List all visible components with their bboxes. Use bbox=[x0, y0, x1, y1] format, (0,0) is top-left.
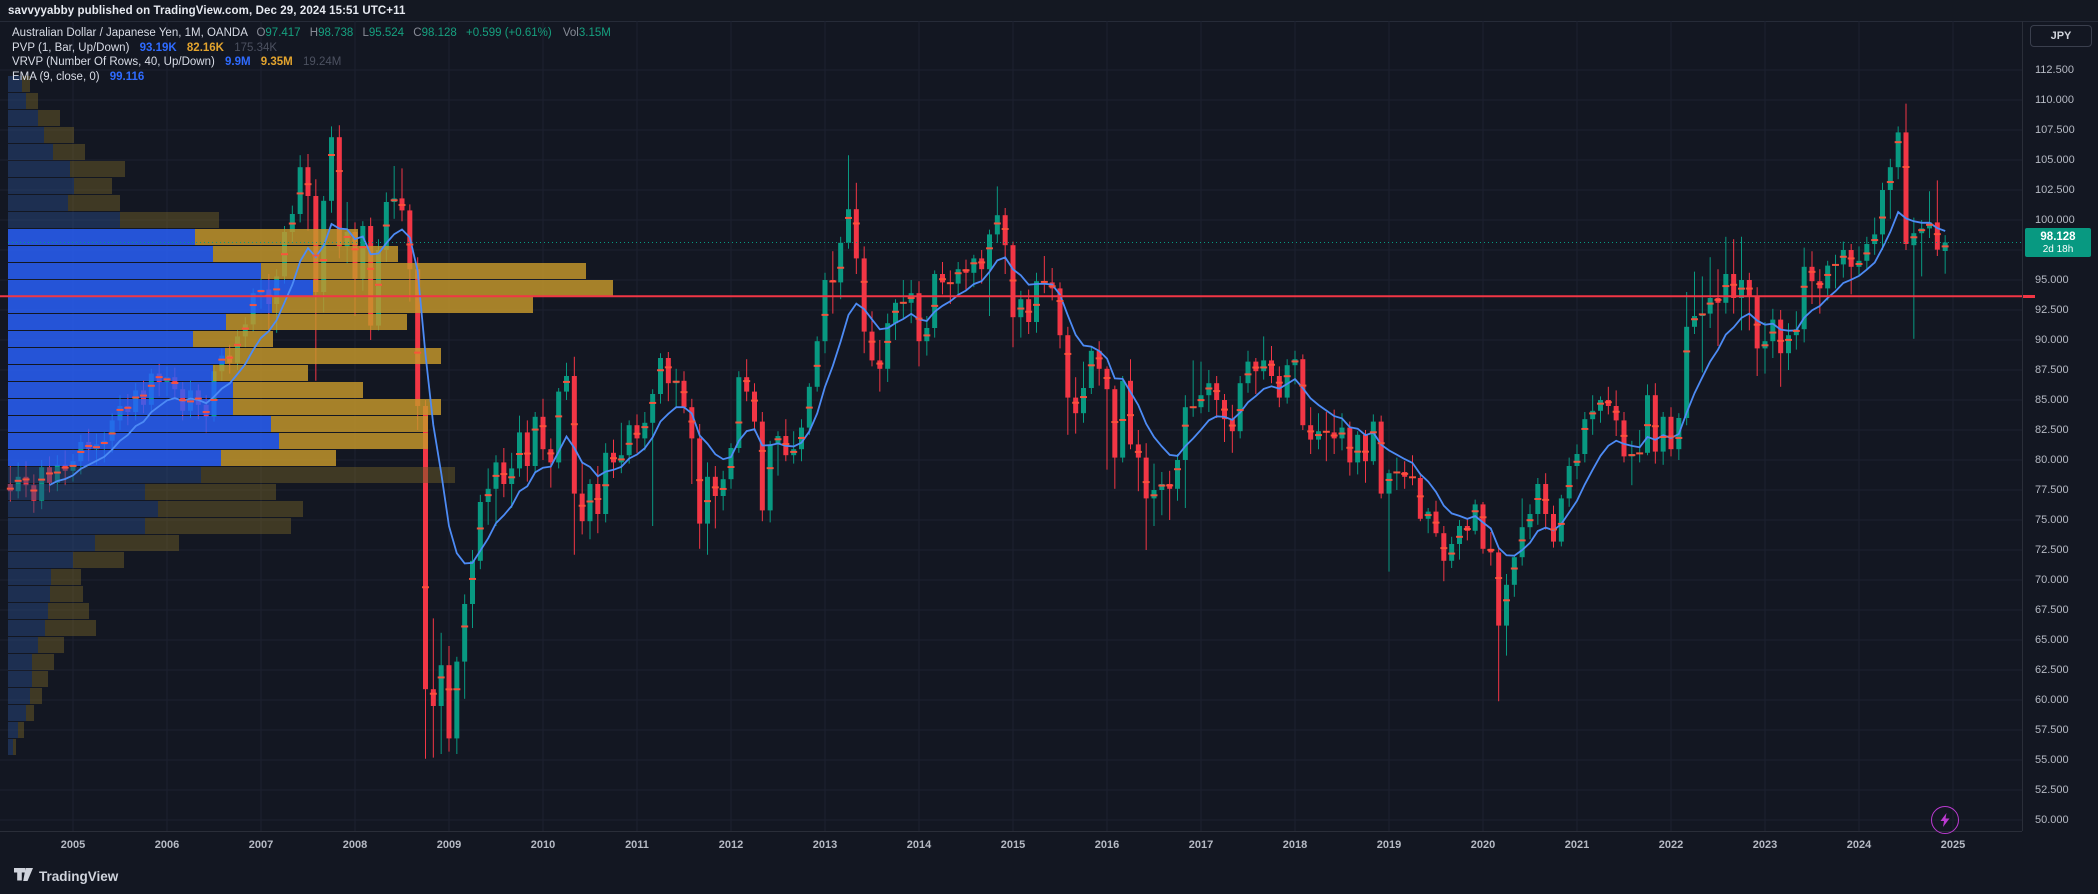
time-axis[interactable]: 2005 2006 2007 2008 2009 2010 2011 2012 2013 2014… bbox=[0, 831, 2022, 859]
high-key: H bbox=[309, 27, 319, 39]
publish-text: savvyyabby published on TradingView.com,… bbox=[8, 4, 406, 17]
year-axis-label: 2011 bbox=[625, 839, 649, 851]
footer-bar: TradingView bbox=[0, 858, 2098, 894]
year-axis-label: 2017 bbox=[1188, 839, 1214, 851]
price-axis-label: 70.000 bbox=[2035, 574, 2069, 586]
open-key: O bbox=[256, 27, 266, 39]
price-axis-label: 77.500 bbox=[2035, 484, 2069, 496]
volume-profile-layer bbox=[8, 76, 613, 755]
pvp-up-value: 93.19K bbox=[139, 41, 177, 54]
year-axis-label: 2015 bbox=[1000, 839, 1026, 851]
tradingview-brand-text: TradingView bbox=[39, 868, 119, 884]
symbol-legend-row[interactable]: Australian Dollar / Japanese Yen, 1M, OA… bbox=[12, 26, 611, 41]
volume-value: 3.15M bbox=[578, 27, 611, 39]
year-axis-label: 2005 bbox=[60, 839, 86, 851]
ema-legend-row[interactable]: EMA (9, close, 0) 99.116 bbox=[12, 70, 611, 85]
change-value: +0.599 (+0.61%) bbox=[466, 27, 552, 39]
poc-axis-tick bbox=[2023, 295, 2035, 299]
price-axis-label: 80.000 bbox=[2035, 454, 2069, 466]
year-axis-label: 2009 bbox=[436, 839, 462, 851]
price-axis-label: 52.500 bbox=[2035, 784, 2069, 796]
indicator-legend: Australian Dollar / Japanese Yen, 1M, OA… bbox=[12, 26, 611, 84]
last-price-value: 98.128 bbox=[2040, 230, 2076, 243]
price-axis-label: 75.000 bbox=[2035, 514, 2069, 526]
price-axis-label: 87.500 bbox=[2035, 364, 2069, 376]
volume-label: Vol bbox=[562, 27, 579, 39]
year-axis-label: 2014 bbox=[906, 839, 932, 851]
year-axis-label: 2007 bbox=[248, 839, 274, 851]
price-axis-label: 110.000 bbox=[2035, 94, 2074, 106]
pvp-total-value: 175.34K bbox=[234, 41, 278, 54]
pvp-down-value: 82.16K bbox=[186, 41, 224, 54]
pvp-legend-row[interactable]: PVP (1, Bar, Up/Down) 93.19K 82.16K 175.… bbox=[12, 41, 611, 56]
year-axis-label: 2008 bbox=[342, 839, 368, 851]
publish-bar: savvyyabby published on TradingView.com,… bbox=[0, 0, 2098, 22]
vrvp-down-value: 9.35M bbox=[260, 56, 293, 68]
year-axis-label: 2023 bbox=[1752, 839, 1778, 851]
tradingview-logo-icon bbox=[14, 867, 33, 881]
price-axis-label: 92.500 bbox=[2035, 304, 2069, 316]
ema-line bbox=[49, 210, 1946, 565]
year-axis-label: 2019 bbox=[1376, 839, 1402, 851]
year-axis-label: 2020 bbox=[1470, 839, 1496, 851]
price-axis-label: 112.500 bbox=[2035, 64, 2074, 76]
vrvp-legend-row[interactable]: VRVP (Number Of Rows, 40, Up/Down) 9.9M … bbox=[12, 55, 611, 70]
ema-label: EMA (9, close, 0) bbox=[12, 70, 100, 83]
price-axis-label: 60.000 bbox=[2035, 694, 2069, 706]
price-axis-label: 85.000 bbox=[2035, 394, 2069, 406]
price-axis-label: 107.500 bbox=[2035, 124, 2075, 136]
low-value: 95.524 bbox=[368, 27, 405, 39]
vrvp-total-value: 19.24M bbox=[302, 56, 342, 68]
price-axis-label: 55.000 bbox=[2035, 754, 2069, 766]
price-axis-label: 50.000 bbox=[2035, 814, 2069, 826]
price-axis-label: 102.500 bbox=[2035, 184, 2075, 196]
pvp-dashes-layer bbox=[6, 141, 1949, 695]
price-axis-label: 65.000 bbox=[2035, 634, 2069, 646]
ema-value: 99.116 bbox=[109, 70, 145, 83]
year-axis-label: 2012 bbox=[718, 839, 744, 851]
price-axis-label: 57.500 bbox=[2035, 724, 2069, 736]
year-axis-label: 2016 bbox=[1094, 839, 1120, 851]
vrvp-up-value: 9.9M bbox=[225, 56, 251, 68]
price-axis[interactable]: JPY 112.500 110.000 107.500 105.000 102.500 1… bbox=[2022, 21, 2098, 831]
year-axis-label: 2022 bbox=[1658, 839, 1684, 851]
bar-countdown: 2d 18h bbox=[2042, 243, 2074, 255]
year-axis-label: 2025 bbox=[1940, 839, 1966, 851]
open-value: 97.417 bbox=[265, 27, 301, 39]
year-axis-label: 2024 bbox=[1846, 839, 1872, 851]
price-axis-label: 67.500 bbox=[2035, 604, 2069, 616]
year-axis-label: 2021 bbox=[1564, 839, 1590, 851]
year-axis-label: 2010 bbox=[530, 839, 556, 851]
year-axis-label: 2013 bbox=[812, 839, 838, 851]
lightning-bolt-icon bbox=[1940, 813, 1950, 827]
price-axis-label: 90.000 bbox=[2035, 334, 2069, 346]
high-value: 98.738 bbox=[318, 27, 354, 39]
price-axis-label: 100.000 bbox=[2035, 214, 2075, 226]
price-axis-label: 72.500 bbox=[2035, 544, 2069, 556]
price-axis-label: 105.000 bbox=[2035, 154, 2075, 166]
last-price-badge: 98.128 2d 18h bbox=[2025, 228, 2091, 258]
vrvp-label: VRVP (Number Of Rows, 40, Up/Down) bbox=[12, 56, 215, 68]
chart-canvas[interactable] bbox=[0, 21, 2022, 831]
pvp-label: PVP (1, Bar, Up/Down) bbox=[12, 41, 130, 54]
price-axis-label: 95.000 bbox=[2035, 274, 2069, 286]
currency-toggle-button[interactable]: JPY bbox=[2030, 25, 2092, 47]
year-axis-label: 2018 bbox=[1282, 839, 1308, 851]
close-key: C bbox=[413, 27, 422, 39]
close-value: 98.128 bbox=[421, 27, 457, 39]
price-axis-label: 82.500 bbox=[2035, 424, 2069, 436]
tradingview-logo[interactable]: TradingView bbox=[14, 867, 119, 885]
year-axis-label: 2006 bbox=[154, 839, 180, 851]
instant-trade-lightning-button[interactable] bbox=[1931, 806, 1959, 834]
price-axis-label: 62.500 bbox=[2035, 664, 2069, 676]
symbol-title: Australian Dollar / Japanese Yen, 1M, OA… bbox=[12, 27, 248, 39]
low-key: L bbox=[362, 27, 369, 39]
